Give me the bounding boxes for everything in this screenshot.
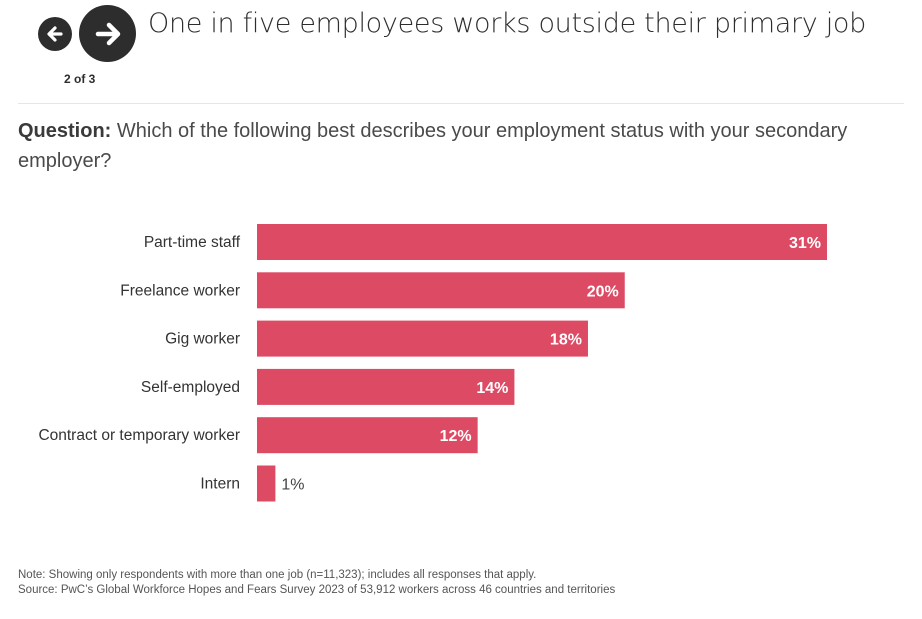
arrow-right-icon xyxy=(95,22,120,45)
data-label: 18% xyxy=(550,332,582,349)
data-label: 14% xyxy=(476,380,508,397)
question-text: Which of the following best describes yo… xyxy=(18,120,848,172)
divider xyxy=(18,103,904,104)
category-label: Contract or temporary worker xyxy=(38,427,240,444)
bar xyxy=(257,224,827,260)
question: Question: Which of the following best de… xyxy=(18,116,878,176)
next-button[interactable] xyxy=(79,5,136,62)
category-label: Freelance worker xyxy=(120,282,240,299)
data-label: 31% xyxy=(789,235,821,252)
data-label: 12% xyxy=(440,428,472,445)
bar xyxy=(257,368,515,405)
note-text: Note: Showing only respondents with more… xyxy=(18,569,537,581)
category-label: Self-employed xyxy=(141,379,240,396)
source-text: Source: PwC’s Global Workforce Hopes and… xyxy=(18,584,616,596)
question-label: Question: xyxy=(18,120,112,142)
category-label: Gig worker xyxy=(165,331,240,348)
previous-button[interactable] xyxy=(38,17,72,51)
bar-chart: Part-time staff 31% Freelance worker 20% Gig… xyxy=(38,224,827,502)
category-label: Intern xyxy=(200,476,240,493)
category-label: Part-time staff xyxy=(144,234,241,251)
page-indicator: 2 of 3 xyxy=(64,72,96,86)
data-label: 1% xyxy=(281,477,304,494)
chart-notes: Note: Showing only respondents with more… xyxy=(18,568,615,598)
bar xyxy=(257,320,588,357)
bar xyxy=(257,465,276,502)
bar xyxy=(257,272,625,309)
data-label: 20% xyxy=(587,283,619,300)
page-title: One in five employees works outside thei… xyxy=(148,8,866,39)
bar xyxy=(257,417,478,454)
arrow-left-icon xyxy=(47,26,63,42)
